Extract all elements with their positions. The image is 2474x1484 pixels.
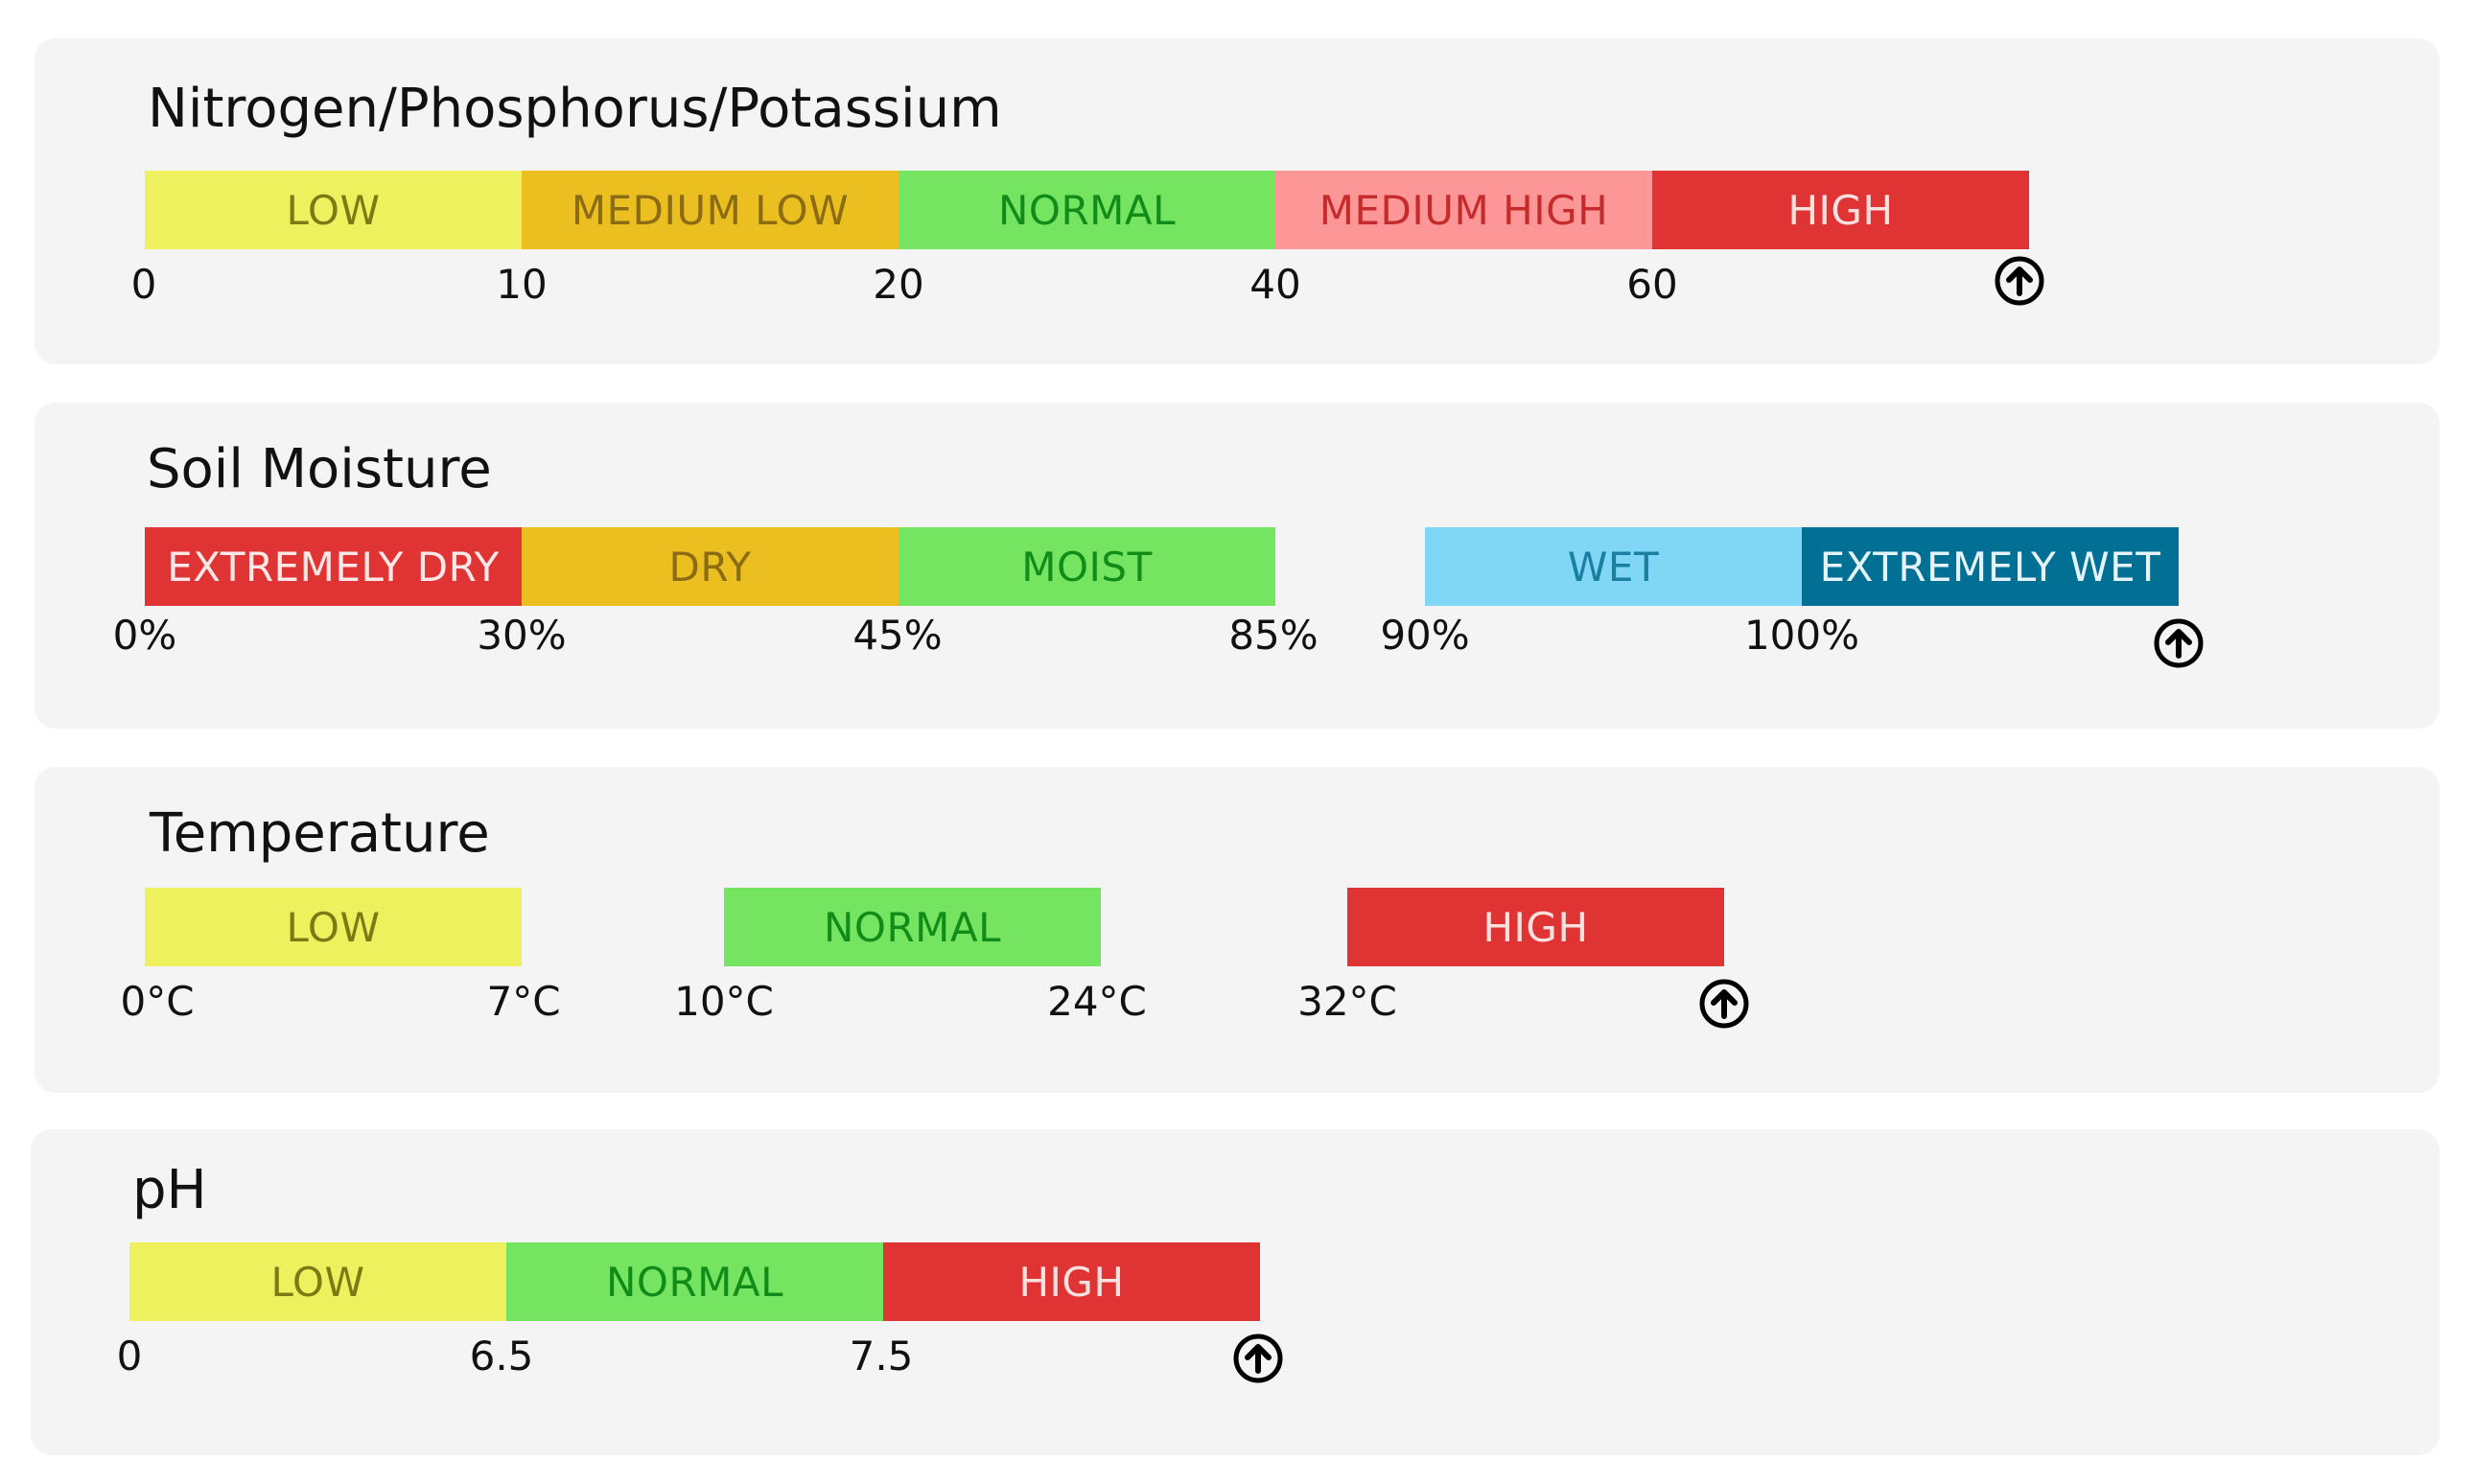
moisture-segment-wet: WET [1425,527,1802,606]
temperature-segment-low: LOW [145,888,522,966]
ph-tick-6-5: 6.5 [469,1333,534,1380]
temperature-segment-high: HIGH [1347,888,1724,966]
npk-panel: Nitrogen/Phosphorus/Potassium LOW MEDIUM… [35,38,2439,364]
moisture-tick-45: 45% [852,612,943,659]
moisture-tick-90: 90% [1380,612,1470,659]
soil-moisture-panel: Soil Moisture EXTREMELY DRY DRY MOIST WE… [35,403,2439,729]
npk-segment-low: LOW [145,171,522,249]
ph-tick-7-5: 7.5 [849,1333,914,1380]
temperature-tick-0: 0°C [120,978,195,1025]
temperature-title: Temperature [150,802,490,865]
moisture-segment-extremely-dry: EXTREMELY DRY [145,527,522,606]
temperature-tick-10: 10°C [674,978,774,1025]
arrow-circle-up-icon [1233,1333,1283,1383]
ph-segment-low: LOW [129,1242,506,1321]
ph-title: pH [132,1159,207,1221]
temperature-tick-32: 32°C [1297,978,1397,1025]
ph-segment-normal: NORMAL [506,1242,883,1321]
npk-tick-20: 20 [873,261,924,308]
npk-tick-60: 60 [1626,261,1678,308]
npk-tick-40: 40 [1249,261,1301,308]
npk-segment-high: HIGH [1652,171,2029,249]
arrow-circle-up-icon [1995,256,2044,306]
npk-segment-medium-high: MEDIUM HIGH [1275,171,1652,249]
moisture-segment-dry: DRY [522,527,899,606]
npk-tick-0: 0 [130,261,157,308]
temperature-segment-normal: NORMAL [724,888,1101,966]
ph-panel: pH LOW NORMAL HIGH 0 6.5 7.5 [31,1129,2439,1455]
npk-segment-normal: NORMAL [899,171,1275,249]
temperature-tick-7: 7°C [486,978,561,1025]
moisture-segment-extremely-wet: EXTREMELY WET [1802,527,2179,606]
soil-moisture-title: Soil Moisture [147,438,492,500]
moisture-tick-30: 30% [477,612,567,659]
temperature-panel: Temperature LOW NORMAL HIGH 0°C 7°C 10°C… [35,767,2439,1093]
arrow-circle-up-icon [2154,618,2204,668]
ph-segment-high: HIGH [883,1242,1260,1321]
moisture-segment-moist: MOIST [899,527,1275,606]
temperature-tick-24: 24°C [1047,978,1147,1025]
npk-title: Nitrogen/Phosphorus/Potassium [148,78,1002,140]
npk-segment-medium-low: MEDIUM LOW [522,171,899,249]
moisture-tick-100: 100% [1743,612,1860,659]
moisture-tick-0: 0% [112,612,177,659]
arrow-circle-up-icon [1699,979,1749,1029]
ph-tick-0: 0 [116,1333,143,1380]
moisture-tick-85: 85% [1228,612,1319,659]
npk-tick-10: 10 [496,261,548,308]
